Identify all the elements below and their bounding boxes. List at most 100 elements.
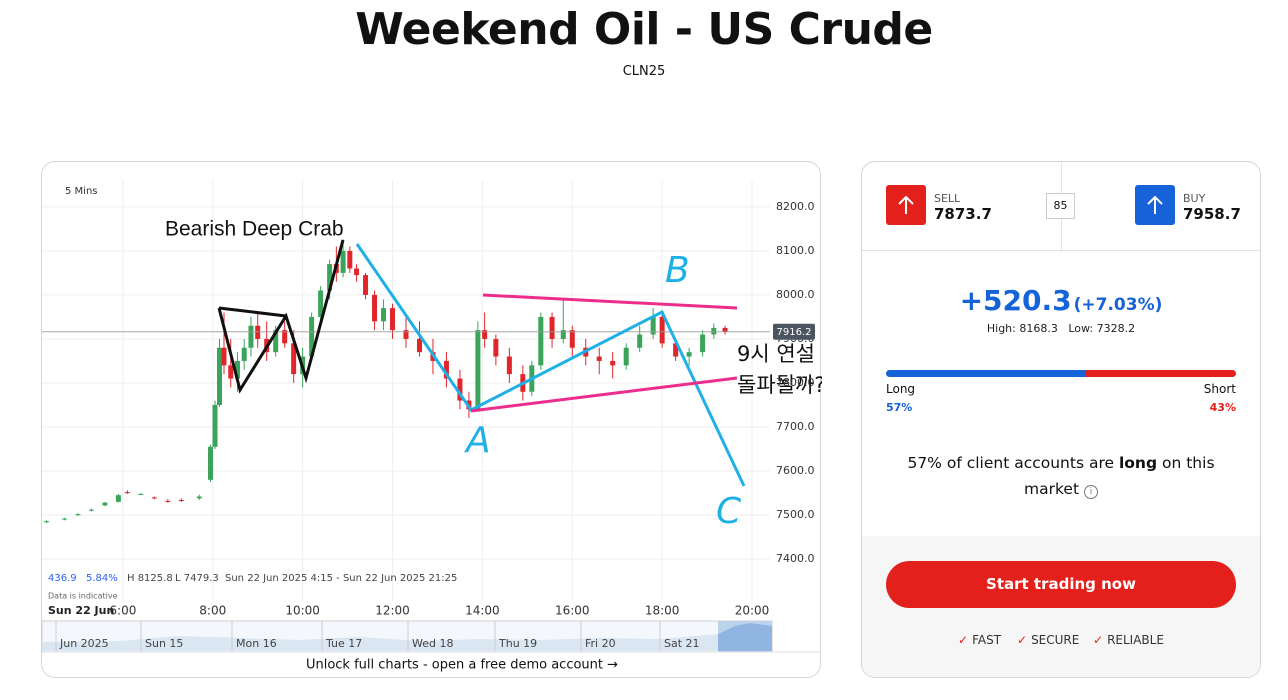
candle-body bbox=[196, 496, 202, 499]
navigator-label: Tue 17 bbox=[325, 637, 362, 650]
triangle-top bbox=[482, 293, 738, 310]
short-percent: 43% bbox=[1209, 401, 1236, 414]
candle-body bbox=[637, 334, 643, 348]
low: Low: 7328.2 bbox=[1068, 322, 1136, 335]
interval: 5 Mins bbox=[65, 186, 98, 197]
pattern-label: Bearish Deep Crab bbox=[165, 218, 344, 241]
info: 436.9 bbox=[48, 573, 77, 584]
navigator-window-area bbox=[718, 623, 772, 651]
candle-body bbox=[212, 404, 218, 447]
sell-button[interactable] bbox=[886, 185, 926, 225]
candle-body bbox=[354, 268, 360, 276]
candle-body bbox=[686, 352, 692, 357]
x-tick-label: 20:00 bbox=[735, 604, 770, 618]
candle-body bbox=[475, 330, 481, 410]
candle-body bbox=[482, 330, 488, 339]
buy-label: BUY bbox=[1183, 192, 1206, 205]
divider bbox=[862, 250, 1260, 251]
change-percent: (+7.03%) bbox=[1073, 295, 1163, 315]
candle-body bbox=[255, 325, 261, 339]
feature: ✓ FAST bbox=[958, 633, 1002, 647]
candle-body bbox=[151, 497, 157, 499]
candle-body bbox=[248, 325, 254, 348]
navigator-label: Jun 2025 bbox=[59, 637, 109, 650]
info: 5.84% bbox=[86, 573, 118, 584]
symbol: CLN25 bbox=[622, 64, 666, 79]
x-tick-label: 16:00 bbox=[555, 604, 590, 618]
candle-body bbox=[234, 360, 240, 379]
spread: 85 bbox=[1046, 193, 1075, 219]
feature-text: RELIABLE bbox=[1107, 633, 1164, 647]
sell-label: SELL bbox=[934, 192, 961, 205]
info: Sun 22 Jun 2025 4:15 - Sun 22 Jun 2025 2… bbox=[225, 573, 457, 584]
text: 57% of client accounts are bbox=[907, 454, 1115, 472]
y-tick-label: 7700.0 bbox=[776, 420, 815, 433]
navigator-label: Sat 21 bbox=[664, 637, 700, 650]
y-tick-label: 7800.0 bbox=[776, 376, 815, 389]
y-tick-label: 8100.0 bbox=[776, 244, 815, 257]
candle-body bbox=[416, 338, 422, 353]
candle-body bbox=[217, 347, 223, 405]
y-tick-label: 8200.0 bbox=[776, 200, 815, 213]
chart: 5 Mins Unlock full charts - open a free … bbox=[41, 180, 822, 673]
navigator-label: Fri 20 bbox=[585, 637, 616, 650]
range: High: 8168.3 Low: 7328.2 bbox=[861, 322, 1261, 335]
navigator-area bbox=[42, 634, 718, 651]
candle-body bbox=[506, 356, 512, 375]
buy-price: 7958.7 bbox=[1183, 205, 1241, 223]
y-tick-label: 7400.0 bbox=[776, 552, 815, 565]
candle-body bbox=[318, 290, 324, 317]
triangle-bottom bbox=[470, 376, 738, 413]
short-bar bbox=[1085, 370, 1236, 377]
candle-body bbox=[165, 500, 171, 502]
candle-body bbox=[673, 343, 679, 357]
candle-body bbox=[549, 316, 555, 339]
candle-body bbox=[291, 343, 297, 375]
candle-body bbox=[390, 308, 396, 331]
navigator-label: Wed 18 bbox=[412, 637, 453, 650]
candle-body bbox=[88, 509, 94, 511]
x-tick-label: 14:00 bbox=[465, 604, 500, 618]
candle-body bbox=[347, 250, 353, 269]
info: H 8125.8 bbox=[127, 573, 173, 584]
candle-body bbox=[457, 378, 463, 401]
note: Data is indicative bbox=[48, 592, 118, 601]
chart-panel bbox=[41, 161, 821, 678]
candle-body bbox=[700, 334, 706, 353]
sell-price: 7873.7 bbox=[934, 205, 992, 223]
info-icon[interactable]: i bbox=[1083, 485, 1098, 499]
page-title: Weekend Oil - US Crude bbox=[355, 4, 933, 55]
info: L 7479.3 bbox=[175, 573, 219, 584]
sentiment-text: 57% of client accounts are long on this m… bbox=[861, 450, 1261, 502]
point-label: B bbox=[665, 250, 690, 291]
x-tick-label: 6:00 bbox=[109, 604, 136, 618]
buy-button[interactable] bbox=[1135, 185, 1175, 225]
long-percent: 57% bbox=[886, 401, 913, 414]
footer-link[interactable]: Unlock full charts - open a free demo ac… bbox=[306, 658, 618, 673]
comment: 9시 연설 쯤 삼각수렴 bbox=[737, 342, 822, 366]
high: High: 8168.3 bbox=[986, 322, 1058, 335]
feature-text: SECURE bbox=[1031, 633, 1080, 647]
candle-body bbox=[221, 347, 227, 366]
navigator-label: Mon 16 bbox=[236, 637, 277, 650]
candle-body bbox=[560, 330, 566, 339]
candle-body bbox=[75, 514, 81, 516]
text-bold: long bbox=[1118, 454, 1158, 472]
long-bar bbox=[886, 370, 1086, 377]
navigator-label: Sun 15 bbox=[145, 637, 183, 650]
point-label: A bbox=[464, 420, 491, 461]
sentiment-bar bbox=[886, 370, 1236, 377]
start-trading-button[interactable]: Start trading now bbox=[886, 561, 1236, 608]
x-tick-label: 10:00 bbox=[285, 604, 320, 618]
y-tick-label: 8000.0 bbox=[776, 288, 815, 301]
text: market bbox=[1024, 480, 1080, 498]
feature: ✓ SECURE bbox=[1017, 633, 1080, 647]
candle-body bbox=[115, 495, 121, 502]
candle-body bbox=[610, 360, 616, 366]
x-tick-label: 12:00 bbox=[375, 604, 410, 618]
x-tick-label: 18:00 bbox=[645, 604, 680, 618]
candle-body bbox=[61, 518, 67, 520]
candle-body bbox=[282, 330, 288, 344]
candle-body bbox=[138, 493, 144, 495]
